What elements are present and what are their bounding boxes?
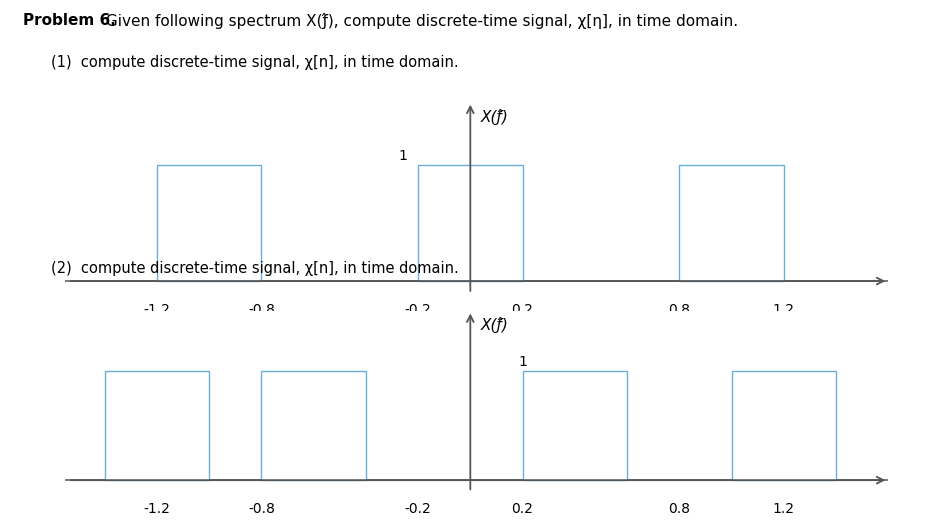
Text: X(ƒ̂): X(ƒ̂) [481, 317, 509, 334]
FancyBboxPatch shape [731, 371, 836, 480]
Text: Given following spectrum Χ(ƒ̂), compute discrete-time signal, χ[η], in time doma: Given following spectrum Χ(ƒ̂), compute … [101, 13, 738, 29]
FancyBboxPatch shape [523, 371, 627, 480]
Text: X(ƒ̂): X(ƒ̂) [481, 109, 509, 125]
Text: Problem 6.: Problem 6. [23, 13, 116, 28]
Text: (1)  compute discrete-time signal, χ[n], in time domain.: (1) compute discrete-time signal, χ[n], … [51, 55, 459, 70]
Text: (2)  compute discrete-time signal, χ[n], in time domain.: (2) compute discrete-time signal, χ[n], … [51, 261, 459, 276]
Text: 1: 1 [398, 149, 408, 163]
FancyBboxPatch shape [418, 165, 523, 281]
FancyBboxPatch shape [157, 165, 262, 281]
FancyBboxPatch shape [105, 371, 209, 480]
Text: 1: 1 [519, 354, 527, 369]
FancyBboxPatch shape [262, 371, 366, 480]
FancyBboxPatch shape [680, 165, 784, 281]
